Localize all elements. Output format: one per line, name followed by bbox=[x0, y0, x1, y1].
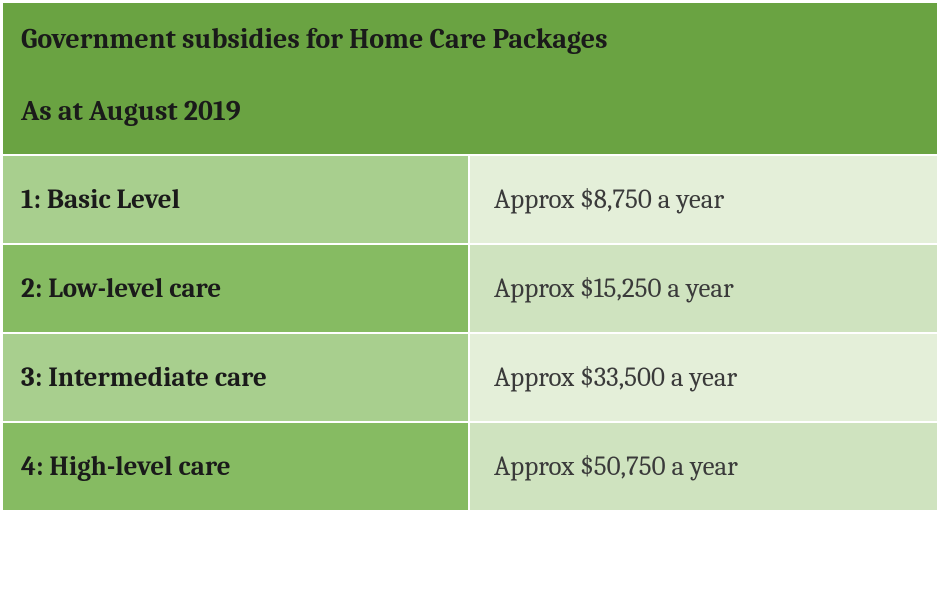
table-subtitle: As at August 2019 bbox=[21, 93, 919, 129]
table-title: Government subsidies for Home Care Packa… bbox=[21, 21, 919, 57]
table-row: 1: Basic Level Approx $8,750 a year bbox=[3, 156, 937, 245]
table-row: 3: Intermediate care Approx $33,500 a ye… bbox=[3, 334, 937, 423]
subsidy-value: Approx $8,750 a year bbox=[470, 156, 937, 243]
table-row: 2: Low-level care Approx $15,250 a year bbox=[3, 245, 937, 334]
subsidy-value: Approx $50,750 a year bbox=[470, 423, 937, 510]
level-label: 1: Basic Level bbox=[3, 156, 470, 243]
subsidy-table: Government subsidies for Home Care Packa… bbox=[2, 2, 938, 511]
level-label: 2: Low-level care bbox=[3, 245, 470, 332]
table-row: 4: High-level care Approx $50,750 a year bbox=[3, 423, 937, 510]
table-header: Government subsidies for Home Care Packa… bbox=[3, 3, 937, 156]
subsidy-value: Approx $15,250 a year bbox=[470, 245, 937, 332]
subsidy-value: Approx $33,500 a year bbox=[470, 334, 937, 421]
level-label: 3: Intermediate care bbox=[3, 334, 470, 421]
level-label: 4: High-level care bbox=[3, 423, 470, 510]
